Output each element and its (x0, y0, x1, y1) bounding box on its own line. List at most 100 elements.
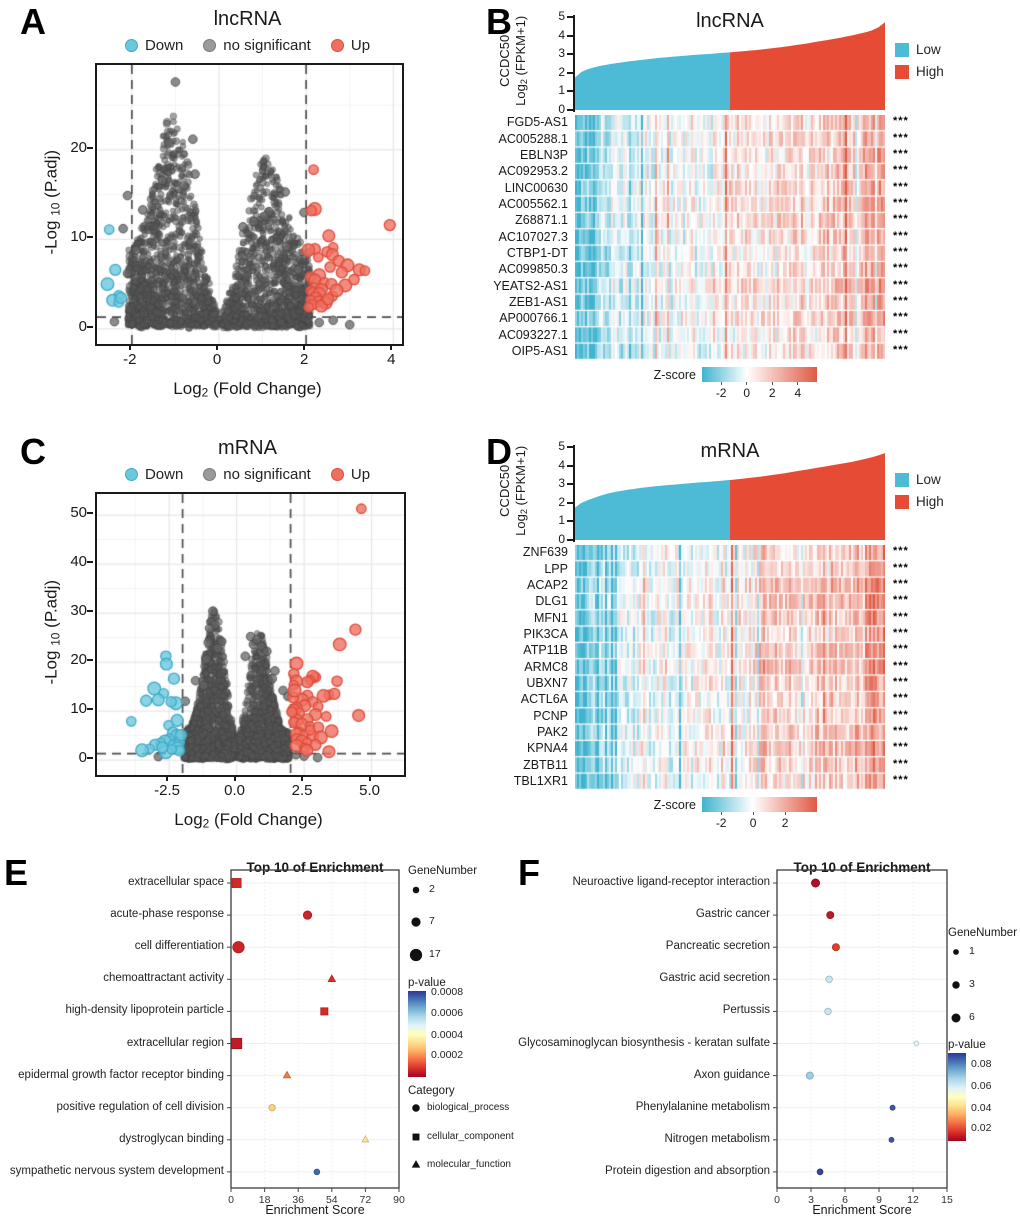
y-tick-mark (87, 561, 93, 564)
legend-category-value: molecular_function (427, 1159, 511, 1170)
significance-stars: *** (893, 594, 909, 607)
y-tick-mark (87, 512, 93, 515)
term-label: Pertussis (722, 1004, 770, 1017)
gene-label: ACAP2 (527, 577, 568, 592)
legend-label: no significant (223, 466, 311, 483)
dot-circle (888, 1136, 895, 1143)
gene-label: KPNA4 (527, 741, 568, 756)
bar-y-tick-mark (567, 483, 573, 486)
dot-circle (409, 948, 423, 962)
term-label: extracellular space (128, 876, 224, 888)
gene-label: ARMC8 (524, 659, 568, 674)
panel-A-y-axis-label: -Log 10 (P.adj) (41, 149, 63, 255)
legend-genenumber-value: 17 (429, 948, 441, 960)
bar-y-tick-mark (567, 71, 573, 74)
significance-stars: *** (893, 147, 909, 160)
pvalue-tick-label: 0.02 (971, 1122, 992, 1134)
legend-genenumber-value: 7 (429, 915, 435, 927)
bar-y-tick-mark (567, 53, 573, 56)
bar-y-tick-label: 3 (558, 46, 565, 61)
panel-E: E Top 10 of Enrichment Enrichment Score … (0, 855, 514, 1218)
gene-label: FGD5-AS1 (506, 115, 568, 130)
bar-y-tick-mark (567, 464, 573, 467)
panel-D-letter: D (486, 431, 512, 472)
significance-stars: *** (893, 327, 909, 340)
plot-border (776, 869, 948, 1189)
x-tick-mark (233, 775, 236, 781)
pvalue-tick-label: 0.0002 (431, 1049, 464, 1061)
x-tick-label: 0.0 (224, 782, 246, 799)
panel-A: A lncRNA Down no significant Up -Log 10 … (20, 4, 472, 428)
y-tick-label: 10 (70, 700, 87, 718)
gene-label: AC005288.1 (498, 131, 568, 146)
significance-stars: *** (893, 131, 909, 144)
panel-C-y-axis-label: -Log 10 (P.adj) (41, 579, 63, 685)
panel-B-letter: B (486, 1, 512, 42)
gene-label: AC005562.1 (498, 196, 568, 211)
legend-label: Up (350, 37, 371, 54)
significance-stars: *** (893, 692, 909, 705)
x-tick-mark (301, 775, 304, 781)
zscore-tick-mark (771, 382, 773, 385)
significance-stars: *** (893, 675, 909, 688)
gene-label: LPP (544, 561, 568, 576)
bar-y-tick-mark (567, 539, 573, 541)
significance-stars: *** (893, 626, 909, 639)
panel-D-zscore-label: Z-score (653, 798, 696, 812)
gene-label: ZNF639 (522, 545, 568, 560)
pvalue-tick-label: 0.08 (971, 1058, 992, 1070)
y-tick-mark (87, 146, 93, 149)
plot-border (230, 869, 400, 1189)
significance-stars: *** (893, 213, 909, 226)
legend-item-low: Low (895, 472, 944, 487)
dot-circle (412, 1104, 420, 1112)
dot-square (320, 1007, 329, 1016)
zscore-tick-mark (797, 382, 799, 385)
bar-y-tick-label: 4 (558, 457, 565, 472)
high-area (730, 22, 885, 110)
legend-label: no significant (223, 37, 311, 54)
significance-stars: *** (893, 278, 909, 291)
x-tick-label: 9 (876, 1194, 882, 1206)
term-label: sympathetic nervous system development (9, 1164, 224, 1177)
significance-stars: *** (893, 196, 909, 209)
dot-circle (913, 1040, 920, 1047)
term-label: acute-phase response (110, 908, 224, 921)
x-tick-mark (166, 775, 169, 781)
panel-F-x-axis-label: Enrichment Score (812, 1203, 912, 1217)
term-label: Phenylalanine metabolism (635, 1100, 770, 1113)
zscore-tick-label: 2 (781, 816, 789, 830)
zscore-tick-label: -2 (715, 816, 727, 830)
dot-circle (268, 1104, 276, 1112)
significance-stars: *** (893, 643, 909, 656)
zscore-tick-mark (720, 812, 722, 815)
dot-triangle (411, 1160, 421, 1168)
x-tick-label: 5.0 (359, 782, 381, 799)
low-area (575, 52, 730, 110)
panel-A-plot-area (95, 63, 404, 346)
low-swatch-icon (895, 472, 909, 487)
x-tick-label: 0 (212, 351, 222, 368)
term-label: high-density lipoprotein particle (65, 1004, 224, 1017)
legend-genenumber-value: 2 (429, 883, 435, 895)
dot-triangle (282, 1070, 292, 1079)
x-tick-label: 2.5 (291, 782, 313, 799)
x-tick-mark (303, 344, 306, 350)
zscore-tick-label: -2 (715, 386, 727, 400)
legend-item-high: High (895, 494, 944, 509)
legend-label: Up (350, 466, 371, 483)
bar-y-tick-mark (567, 520, 573, 523)
gene-label: AC107027.3 (498, 229, 568, 244)
bar-y-tick-mark (567, 34, 573, 37)
bar-y-tick-label: 3 (558, 476, 565, 491)
legend-item-up: Up (330, 466, 371, 483)
significance-stars: *** (893, 545, 909, 558)
pB-heatmap-canvas (575, 115, 885, 360)
dot-circle (805, 1071, 814, 1080)
gene-label: LINC00630 (504, 180, 568, 195)
gene-label: PAK2 (536, 724, 568, 739)
dot-circle (811, 878, 821, 888)
x-tick-label: 6 (842, 1194, 848, 1206)
low-swatch-icon (895, 42, 909, 57)
